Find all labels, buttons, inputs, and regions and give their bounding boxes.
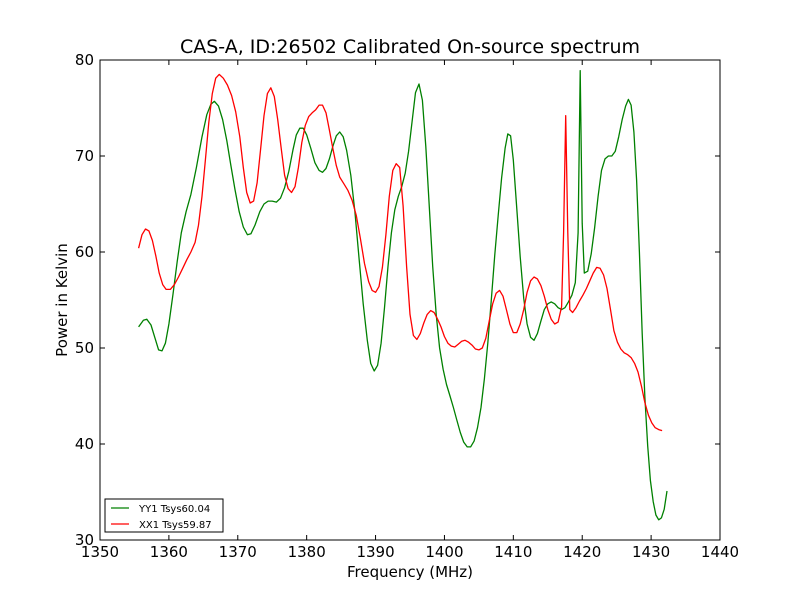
legend: YY1 Tsys60.04 XX1 Tsys59.87 (104, 498, 224, 533)
y-tick-label: 50 (75, 339, 94, 357)
x-tick-label: 1400 (425, 543, 463, 561)
y-tick-label: 40 (75, 435, 94, 453)
y-tick-label: 30 (75, 531, 94, 549)
x-tick-label: 1350 (81, 543, 119, 561)
series-line-1 (138, 69, 668, 521)
series-line-2 (137, 73, 663, 432)
x-tick-label: 1420 (563, 543, 601, 561)
y-tick-label: 70 (75, 147, 94, 165)
plot-frame (99, 59, 721, 541)
x-tick-label: 1370 (219, 543, 257, 561)
x-axis-label: Frequency (MHz) (347, 563, 473, 581)
x-tick-label: 1360 (150, 543, 188, 561)
x-tick-label: 1410 (494, 543, 532, 561)
x-tick-label: 1430 (632, 543, 670, 561)
x-tick-label: 1380 (288, 543, 326, 561)
y-tick-label: 60 (75, 243, 94, 261)
plot-area (100, 60, 720, 540)
legend-label-2: XX1 Tsys59.87 (139, 520, 212, 531)
x-tick-label: 1390 (356, 543, 394, 561)
ticks-layer: 1350 1360 1370 1380 1390 1400 1410 1420 1430 1440… (75, 51, 739, 561)
legend-box (104, 498, 224, 533)
legend-label-1: YY1 Tsys60.04 (138, 504, 210, 515)
series-layer (137, 69, 668, 521)
chart-title: CAS-A, ID:26502 Calibrated On-source spe… (180, 36, 640, 58)
y-axis-label: Power in Kelvin (53, 243, 71, 357)
y-tick-label: 80 (75, 51, 94, 69)
x-tick-label: 1440 (701, 543, 739, 561)
